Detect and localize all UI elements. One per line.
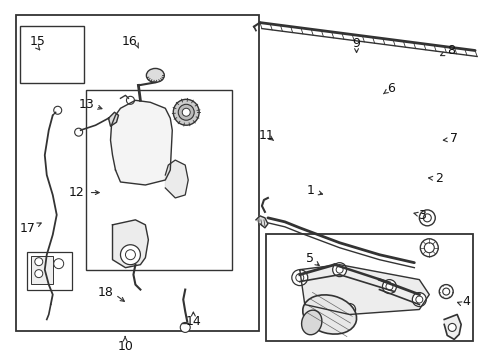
Text: 16: 16 (122, 35, 138, 49)
Bar (27, 252, 72, 289)
Circle shape (423, 214, 430, 222)
Polygon shape (110, 100, 172, 185)
Circle shape (332, 263, 346, 276)
Text: 5: 5 (305, 252, 314, 265)
Bar (16, 15, 259, 330)
Circle shape (438, 285, 452, 298)
Text: 3: 3 (418, 210, 426, 222)
Polygon shape (165, 160, 188, 198)
Circle shape (180, 323, 190, 332)
Circle shape (447, 323, 455, 332)
Text: 15: 15 (29, 35, 45, 49)
Circle shape (415, 296, 422, 303)
Circle shape (291, 270, 307, 285)
Bar (31, 256, 53, 284)
Bar (20, 26, 83, 83)
Text: 17: 17 (20, 222, 36, 235)
Text: 18: 18 (98, 287, 113, 300)
Circle shape (126, 96, 134, 104)
Bar (86, 90, 232, 270)
Circle shape (411, 293, 426, 306)
Circle shape (125, 250, 135, 260)
Circle shape (54, 259, 63, 269)
Circle shape (382, 280, 396, 293)
Text: 1: 1 (305, 184, 314, 197)
Circle shape (35, 258, 42, 266)
Text: 9: 9 (352, 37, 360, 50)
Text: 7: 7 (449, 132, 457, 145)
Ellipse shape (301, 310, 321, 335)
Polygon shape (112, 220, 148, 268)
Ellipse shape (302, 295, 356, 334)
Text: 6: 6 (386, 82, 394, 95)
Text: 2: 2 (434, 172, 443, 185)
Circle shape (178, 104, 194, 120)
Text: 12: 12 (68, 186, 84, 199)
Circle shape (54, 106, 61, 114)
Text: 14: 14 (185, 315, 201, 328)
Circle shape (335, 266, 343, 273)
Circle shape (295, 274, 303, 282)
Polygon shape (255, 216, 267, 228)
Circle shape (173, 99, 199, 125)
Circle shape (182, 108, 190, 116)
Circle shape (35, 270, 42, 278)
Text: 8: 8 (447, 44, 455, 57)
Circle shape (385, 283, 392, 290)
Text: 4: 4 (461, 296, 469, 309)
Bar (266, 234, 472, 341)
Polygon shape (443, 315, 460, 339)
Circle shape (442, 288, 449, 295)
Text: 10: 10 (117, 340, 133, 353)
Ellipse shape (146, 68, 164, 82)
Circle shape (343, 303, 355, 315)
Text: 11: 11 (258, 129, 274, 142)
Text: 13: 13 (78, 98, 94, 111)
Circle shape (75, 128, 82, 136)
Circle shape (346, 306, 352, 312)
Polygon shape (108, 112, 118, 126)
Circle shape (420, 239, 437, 257)
Circle shape (424, 243, 433, 253)
Circle shape (120, 245, 140, 265)
Polygon shape (299, 265, 428, 315)
Circle shape (419, 210, 434, 226)
